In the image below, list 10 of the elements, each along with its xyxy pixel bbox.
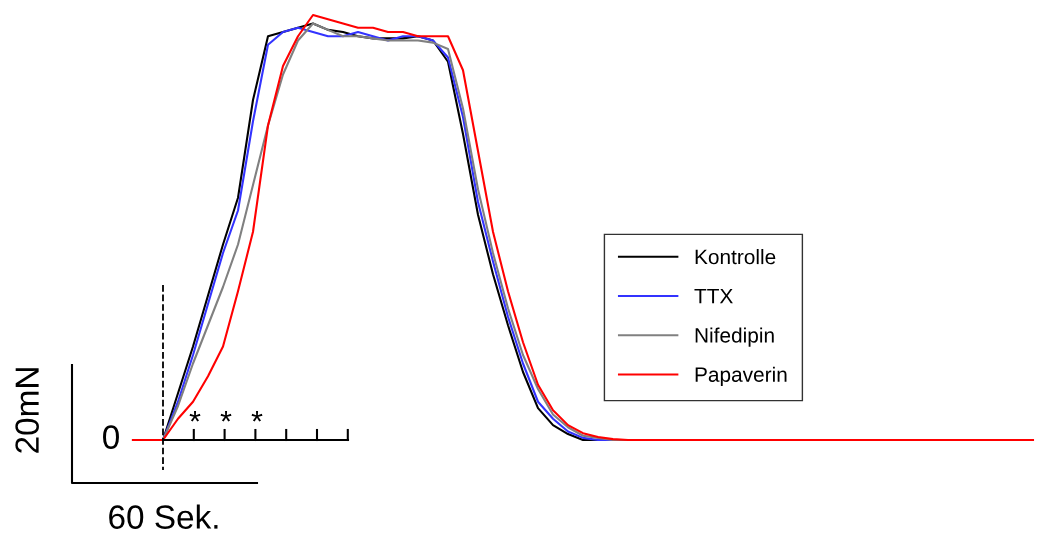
legend-label: TTX bbox=[694, 288, 733, 304]
legend-label: Kontrolle bbox=[695, 249, 776, 265]
legend-label: Papaverin bbox=[695, 366, 787, 387]
text: 0 bbox=[103, 425, 119, 449]
text: 60 Sek. bbox=[109, 504, 218, 529]
text: 20mN bbox=[15, 368, 39, 453]
annotation: * bbox=[220, 410, 232, 422]
annotation: * bbox=[189, 410, 201, 422]
annotation: * bbox=[251, 410, 263, 422]
legend-label: Nifedipin bbox=[695, 327, 774, 347]
